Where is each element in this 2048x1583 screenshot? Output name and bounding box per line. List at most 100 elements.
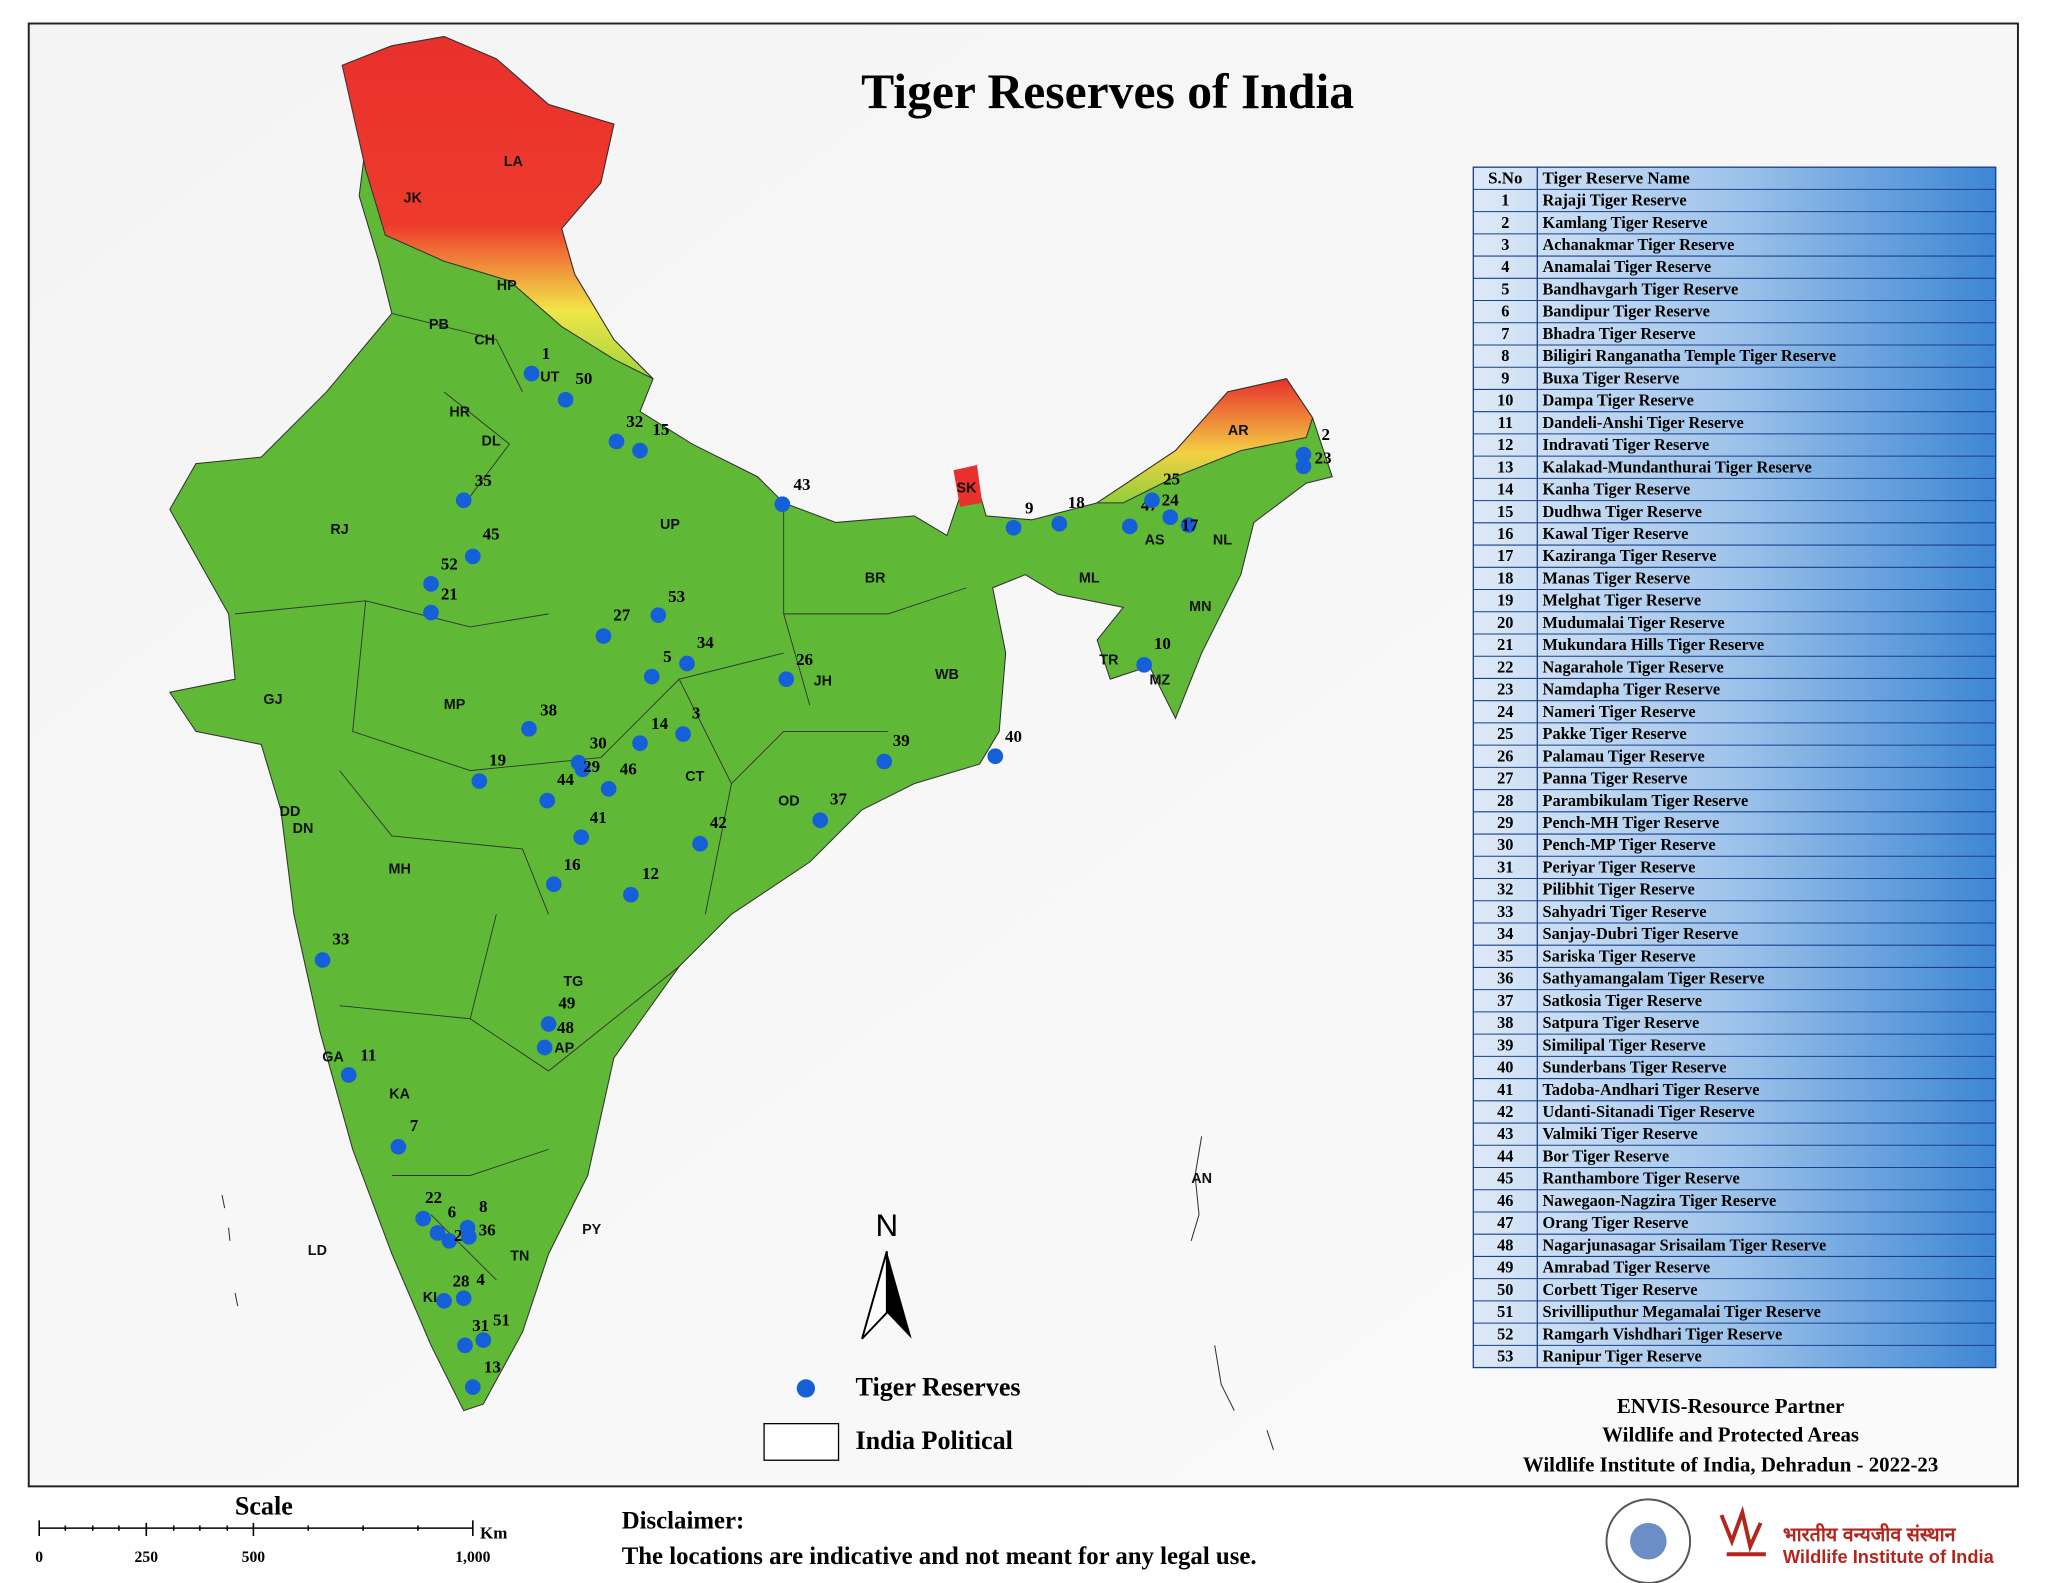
reserve-marker [475,1332,492,1348]
credit-line: Wildlife and Protected Areas [1602,1423,1859,1447]
reserve-number: 7 [410,1116,419,1135]
table-cell: 47 [1497,1213,1513,1232]
table-cell: Bor Tiger Reserve [1543,1146,1670,1165]
table-cell: 43 [1497,1124,1513,1143]
reserve-marker [595,628,612,644]
table-cell: 6 [1501,302,1509,321]
sikkim-relief [953,464,983,507]
reserve-number: 27 [613,605,630,624]
table-cell: 40 [1497,1058,1513,1077]
table-cell: Kanha Tiger Reserve [1543,480,1691,499]
reserve-number: 45 [483,524,500,543]
state-label: DL [482,433,501,449]
table-cell: Satkosia Tiger Reserve [1543,991,1703,1010]
table-cell: 8 [1501,346,1509,365]
reserve-number: 53 [668,587,685,606]
reserve-number: 33 [332,929,349,948]
reserve-number: 51 [493,1311,510,1330]
table-cell: 35 [1497,946,1513,965]
reserve-number: 23 [1315,449,1332,468]
reserve-number: 50 [575,369,592,388]
reserve-marker [608,433,625,450]
scale-bar [38,1520,474,1536]
table-cell: 52 [1497,1324,1513,1343]
scale-tick-label: 500 [242,1549,266,1566]
reserve-marker [539,792,556,809]
reserve-number: 25 [1163,470,1180,489]
reserve-marker [679,655,695,672]
reserve-number: 19 [489,750,506,769]
table-cell: 39 [1497,1035,1513,1054]
organisation-logo [1605,1498,1766,1583]
reserve-marker [441,1232,458,1249]
table-cell: Pakke Tiger Reserve [1543,724,1687,743]
table-cell: 41 [1497,1080,1513,1099]
state-label: BR [865,570,886,586]
credit-line: Wildlife Institute of India, Dehradun - … [1523,1453,1938,1477]
table-cell: 51 [1497,1302,1513,1321]
reserve-marker [650,607,667,624]
table-cell: 53 [1497,1347,1513,1366]
reserve-number: 35 [475,471,492,490]
state-label: AN [1191,1171,1212,1187]
table-cell: Dampa Tiger Reserve [1543,391,1694,410]
reserve-marker [390,1138,407,1155]
reserve-marker [573,829,590,846]
reserve-number: 44 [557,770,574,789]
table-cell: 38 [1497,1013,1513,1032]
table-cell: Kawal Tiger Reserve [1543,524,1689,543]
reserve-number: 31 [472,1316,489,1335]
reserve-number: 29 [583,757,600,776]
reserve-number: 37 [830,790,847,809]
state-label: CH [474,333,495,349]
reserve-number: 9 [1025,498,1033,517]
table-cell: 13 [1497,457,1513,476]
table-cell: 1 [1501,191,1509,210]
state-label: MN [1189,599,1211,615]
state-label: HP [497,278,517,294]
reserve-number: 13 [484,1358,501,1377]
reserve-number: 21 [441,584,458,603]
table-header: S.No [1488,168,1522,187]
table-cell: Kaziranga Tiger Reserve [1543,546,1717,565]
state-label: MH [389,862,411,878]
table-cell: 32 [1497,880,1513,899]
reserve-marker [540,1016,557,1032]
reserve-number: 8 [479,1197,487,1216]
table-cell: 42 [1497,1102,1513,1121]
reserve-marker [632,735,648,752]
table-cell: 23 [1497,680,1513,699]
table-cell: 49 [1497,1258,1513,1277]
state-label: LD [308,1243,327,1259]
reserve-marker [461,1229,477,1245]
table-cell: 22 [1497,657,1513,676]
table-cell: Pench-MH Tiger Reserve [1543,813,1720,832]
logo-english: Wildlife Institute of India [1783,1546,1995,1567]
reserve-marker [1144,492,1160,509]
reserve-marker [457,1337,473,1354]
table-cell: Tadoba-Andhari Tiger Reserve [1543,1080,1760,1099]
table-cell: 25 [1497,724,1513,743]
reserve-number: 46 [620,759,637,778]
table-cell: Dudhwa Tiger Reserve [1543,502,1703,521]
state-label: UP [660,517,680,533]
state-label: TN [510,1248,529,1264]
scale-tick-label: 250 [135,1549,159,1566]
reserve-marker [471,773,488,789]
table-cell: Mukundara Hills Tiger Reserve [1543,635,1765,654]
reserve-number: 28 [453,1271,470,1290]
table-cell: Ramgarh Vishdhari Tiger Reserve [1543,1324,1783,1343]
reserve-number: 3 [692,703,700,722]
state-label: RJ [330,522,348,538]
reserve-number: 5 [663,647,671,666]
table-cell: 4 [1501,257,1509,276]
reserve-number: 16 [564,855,581,874]
reserve-number: 18 [1068,493,1085,512]
table-cell: 19 [1497,591,1513,610]
state-label: HR [449,405,470,421]
table-cell: Udanti-Sitanadi Tiger Reserve [1543,1102,1755,1121]
state-label: UT [540,369,559,385]
reserve-number: 43 [793,475,810,494]
table-cell: 34 [1497,924,1513,943]
reserve-marker [1162,509,1179,526]
